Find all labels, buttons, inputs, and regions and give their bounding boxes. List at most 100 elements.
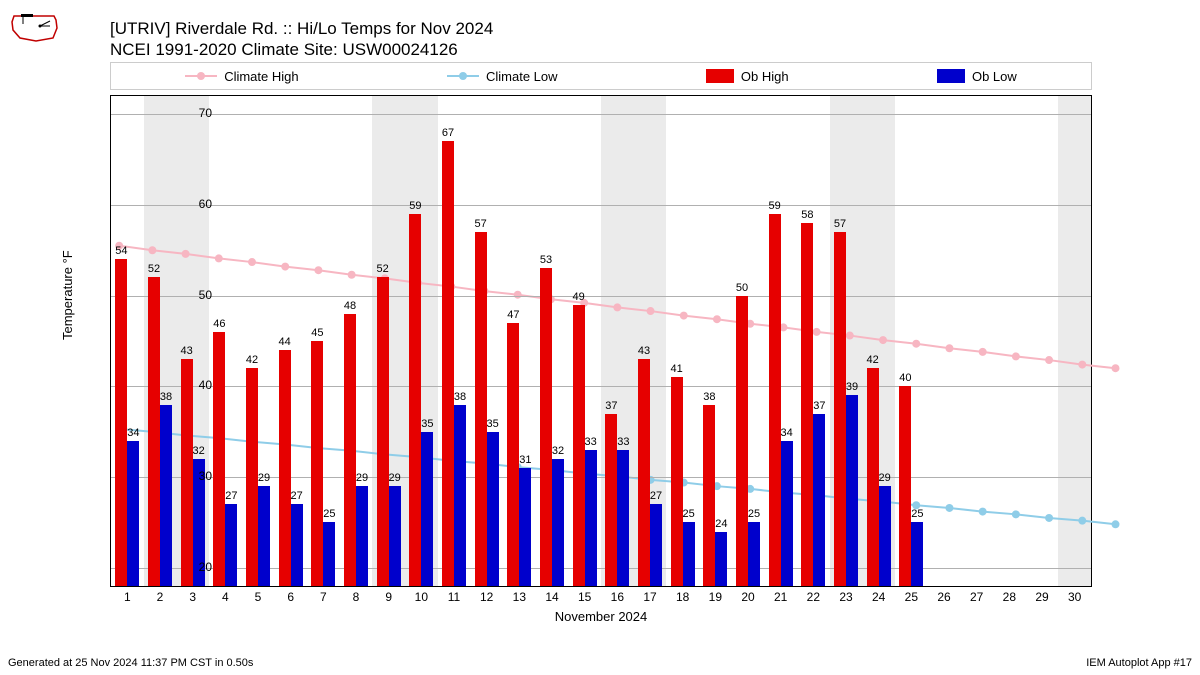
ob-low-label: 27 xyxy=(291,490,303,502)
ob-low-label: 25 xyxy=(683,508,695,520)
x-tick: 18 xyxy=(676,590,689,604)
x-tick: 9 xyxy=(385,590,392,604)
ob-low-label: 38 xyxy=(160,391,172,403)
ob-low-bar xyxy=(748,522,760,586)
ob-high-label: 47 xyxy=(507,309,519,321)
ob-low-label: 29 xyxy=(356,472,368,484)
ob-low-label: 39 xyxy=(846,381,858,393)
ob-high-label: 41 xyxy=(671,363,683,375)
ob-high-label: 59 xyxy=(769,200,781,212)
plot-area: November 2024 12345678910111213141516171… xyxy=(110,95,1092,587)
x-tick: 17 xyxy=(643,590,656,604)
ob-high-bar xyxy=(899,386,911,586)
ob-high-bar xyxy=(540,268,552,586)
ob-high-label: 38 xyxy=(703,391,715,403)
ob-high-bar xyxy=(573,305,585,586)
x-tick: 2 xyxy=(157,590,164,604)
ob-high-label: 42 xyxy=(867,354,879,366)
x-tick: 25 xyxy=(905,590,918,604)
ob-high-bar xyxy=(769,214,781,586)
ob-high-bar xyxy=(115,259,127,586)
x-tick: 27 xyxy=(970,590,983,604)
ob-low-bar xyxy=(225,504,237,586)
ob-high-label: 59 xyxy=(409,200,421,212)
ob-high-bar xyxy=(703,405,715,586)
ob-high-bar xyxy=(638,359,650,586)
x-tick: 12 xyxy=(480,590,493,604)
ob-low-bar xyxy=(781,441,793,586)
x-tick: 16 xyxy=(611,590,624,604)
ob-low-label: 24 xyxy=(715,518,727,530)
y-tick: 70 xyxy=(199,106,212,120)
x-tick: 6 xyxy=(287,590,294,604)
ob-high-bar xyxy=(442,141,454,586)
ob-low-label: 32 xyxy=(193,445,205,457)
x-tick: 1 xyxy=(124,590,131,604)
ob-high-label: 37 xyxy=(605,400,617,412)
legend-ob-high: Ob High xyxy=(706,69,789,84)
x-tick: 28 xyxy=(1003,590,1016,604)
ob-low-bar xyxy=(519,468,531,586)
x-tick: 21 xyxy=(774,590,787,604)
x-tick: 4 xyxy=(222,590,229,604)
x-tick: 23 xyxy=(839,590,852,604)
ob-high-label: 67 xyxy=(442,127,454,139)
x-tick: 29 xyxy=(1035,590,1048,604)
gridline xyxy=(111,386,1091,387)
x-tick: 3 xyxy=(189,590,196,604)
footer-generated: Generated at 25 Nov 2024 11:37 PM CST in… xyxy=(8,657,253,669)
ob-high-label: 57 xyxy=(475,218,487,230)
legend-ob-low: Ob Low xyxy=(937,69,1017,84)
ob-high-label: 52 xyxy=(377,263,389,275)
x-tick: 5 xyxy=(255,590,262,604)
y-tick: 20 xyxy=(199,560,212,574)
ob-low-label: 38 xyxy=(454,391,466,403)
ob-high-label: 58 xyxy=(801,209,813,221)
chart-title: [UTRIV] Riverdale Rd. :: Hi/Lo Temps for… xyxy=(110,18,493,61)
ob-high-bar xyxy=(279,350,291,586)
ob-high-bar xyxy=(409,214,421,586)
ob-high-label: 48 xyxy=(344,300,356,312)
ob-low-bar xyxy=(389,486,401,586)
legend-label: Climate High xyxy=(224,69,298,84)
ob-low-bar xyxy=(846,395,858,586)
x-tick: 26 xyxy=(937,590,950,604)
title-line-2: NCEI 1991-2020 Climate Site: USW00024126 xyxy=(110,39,493,60)
x-tick: 7 xyxy=(320,590,327,604)
ob-low-bar xyxy=(879,486,891,586)
ob-high-bar xyxy=(213,332,225,586)
legend-climate-high: Climate High xyxy=(185,69,298,84)
ob-low-bar xyxy=(421,432,433,586)
ob-high-label: 49 xyxy=(573,291,585,303)
ob-low-bar xyxy=(356,486,368,586)
ob-low-bar xyxy=(258,486,270,586)
ob-low-label: 27 xyxy=(650,490,662,502)
ob-low-label: 31 xyxy=(519,454,531,466)
ob-high-bar xyxy=(246,368,258,586)
gridline xyxy=(111,205,1091,206)
ob-low-label: 37 xyxy=(813,400,825,412)
ob-high-bar xyxy=(736,296,748,586)
ob-high-label: 52 xyxy=(148,263,160,275)
ob-high-label: 44 xyxy=(279,336,291,348)
ob-low-label: 35 xyxy=(487,418,499,430)
ob-high-label: 46 xyxy=(213,318,225,330)
ob-low-bar xyxy=(715,532,727,586)
gridline xyxy=(111,114,1091,115)
ob-high-label: 53 xyxy=(540,254,552,266)
ob-low-bar xyxy=(813,414,825,586)
ob-high-label: 40 xyxy=(899,372,911,384)
ob-low-bar xyxy=(291,504,303,586)
ob-low-bar xyxy=(911,522,923,586)
x-tick: 13 xyxy=(513,590,526,604)
ob-high-bar xyxy=(867,368,879,586)
legend: Climate High Climate Low Ob High Ob Low xyxy=(110,62,1092,90)
ob-low-bar xyxy=(160,405,172,586)
ob-high-bar xyxy=(311,341,323,586)
ob-low-bar xyxy=(323,522,335,586)
ob-high-bar xyxy=(377,277,389,586)
ob-low-bar xyxy=(650,504,662,586)
ob-low-label: 35 xyxy=(421,418,433,430)
ob-high-bar xyxy=(801,223,813,586)
title-line-1: [UTRIV] Riverdale Rd. :: Hi/Lo Temps for… xyxy=(110,18,493,39)
